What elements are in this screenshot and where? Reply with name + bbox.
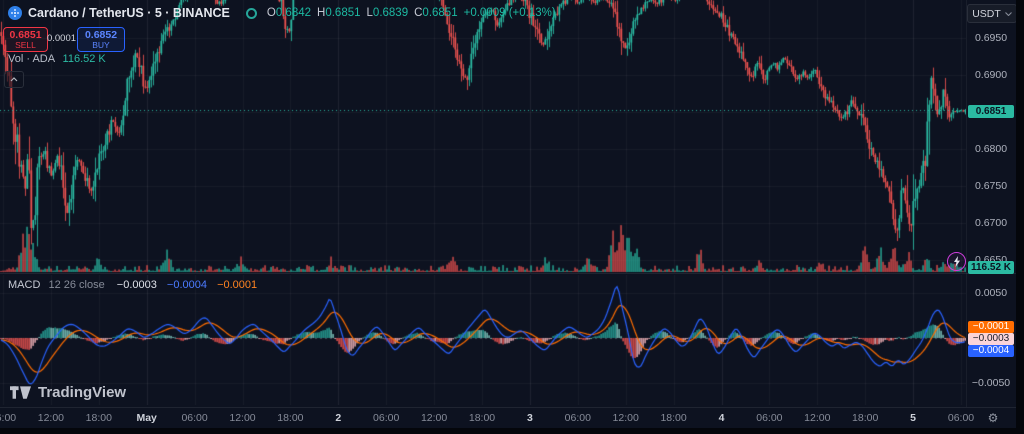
time-axis-label: 06:00: [756, 412, 783, 424]
tradingview-logo-icon: [10, 385, 31, 399]
cardano-logo-icon: [8, 6, 22, 20]
time-axis-label: 06:00: [564, 412, 591, 424]
time-axis-label: 12:00: [37, 412, 65, 424]
sell-button[interactable]: 0.6851 SELL: [3, 27, 48, 52]
time-axis-label: 2: [335, 412, 342, 424]
axis-settings-gear-icon[interactable]: ⚙: [987, 411, 999, 425]
volume-value: 116.52 K: [62, 53, 106, 65]
instant-order-bolt-icon[interactable]: [947, 252, 966, 271]
macd-line-value: −0.0004: [166, 279, 207, 291]
last-price-badge: 0.6851: [968, 105, 1014, 118]
time-axis-label: 06:00: [947, 412, 975, 424]
time-axis-label: 12:00: [420, 412, 448, 424]
macd-chart-canvas[interactable]: [0, 275, 966, 405]
chevron-down-icon: [1004, 11, 1012, 16]
symbol-legend[interactable]: Cardano / TetherUS · 5 · BINANCE O0.6842…: [8, 6, 556, 20]
time-axis-label: 3: [526, 412, 533, 424]
price-axis[interactable]: USDT 0.6950 0.6900 0.6800 0.6750 0.6700 0.665…: [966, 0, 1017, 428]
high-label: H: [317, 7, 326, 19]
time-axis-label: 4: [718, 412, 725, 424]
time-axis-label: 18:00: [468, 412, 496, 424]
price-axis-label: 0.6900: [974, 69, 1008, 81]
time-axis-label: May: [136, 412, 157, 424]
ohlc-values: O0.6842 H0.6851 L0.6839 C0.6851 +0.0009 …: [267, 7, 556, 19]
macd-params: 12 26 close: [48, 279, 105, 291]
macd-title: MACD: [8, 279, 41, 291]
macd-legend[interactable]: MACD 12 26 close −0.0003 −0.0004 −0.0001: [8, 279, 257, 291]
time-axis-label: 5: [910, 412, 917, 424]
time-axis-divider: [0, 407, 1016, 408]
time-axis-label: 12:00: [612, 412, 639, 424]
macd-axis-label: −0.0050: [971, 377, 1011, 389]
watermark-text: TradingView: [38, 384, 127, 401]
macd-signal-value: −0.0001: [217, 279, 258, 291]
tradingview-watermark: TradingView: [10, 384, 126, 401]
sell-label: SELL: [15, 39, 36, 50]
price-chart-canvas[interactable]: [0, 0, 966, 273]
price-axis-label: 0.6700: [974, 217, 1008, 229]
macd-signal-badge: −0.0001: [968, 321, 1014, 333]
time-axis-label: 18:00: [277, 412, 304, 424]
spread-value: 0.0001: [46, 33, 77, 44]
time-axis-label: 06:00: [181, 412, 208, 424]
macd-line-badge: −0.0004: [968, 345, 1014, 357]
time-axis-label: 18:00: [85, 412, 112, 424]
open-label: O: [266, 7, 276, 19]
volume-label: Vol · ADA: [8, 53, 55, 65]
volume-legend[interactable]: Vol · ADA 116.52 K: [8, 53, 106, 65]
buy-button[interactable]: 0.6852 BUY: [77, 27, 125, 52]
low-label: L: [366, 7, 373, 19]
time-axis-label: 12:00: [804, 412, 831, 424]
close-value: 0.6851: [422, 7, 458, 19]
time-axis-label: 06:00: [373, 412, 400, 424]
macd-hist-value: −0.0003: [116, 279, 157, 291]
time-axis-label: 18:00: [852, 412, 879, 424]
high-value: 0.6851: [325, 7, 361, 19]
window-edge-bottom: [0, 428, 1024, 434]
time-axis-label: 18:00: [660, 412, 687, 424]
buy-price: 0.6852: [84, 28, 118, 41]
price-axis-label: 0.6800: [974, 143, 1008, 155]
low-value: 0.6839: [372, 7, 409, 19]
window-edge-right: [1016, 0, 1024, 434]
chevron-up-icon: [10, 77, 18, 82]
change-value: +0.0009 (+0.13%): [463, 7, 556, 19]
time-axis[interactable]: 06:00 12:00 18:00 May 06:00 12:00 18:00 2 06:00 1…: [0, 408, 1016, 428]
price-axis-divider: [966, 0, 967, 407]
close-label: C: [414, 7, 423, 19]
symbol-title[interactable]: Cardano / TetherUS · 5 · BINANCE: [28, 6, 230, 20]
sell-price: 0.6851: [9, 28, 42, 41]
lightning-icon: [953, 256, 960, 267]
price-axis-label: 0.6950: [974, 32, 1008, 44]
collapse-legend-button[interactable]: [4, 71, 24, 88]
pane-divider[interactable]: [0, 273, 1016, 274]
time-axis-label: 06:00: [0, 412, 17, 424]
macd-hist-badge: −0.0003: [968, 333, 1014, 345]
volume-badge: 116.52 K: [968, 261, 1014, 274]
currency-label: USDT: [972, 7, 1001, 20]
buy-label: BUY: [92, 39, 110, 50]
open-value: 0.6842: [275, 7, 312, 19]
market-status-icon[interactable]: [245, 7, 257, 19]
time-axis-label: 12:00: [229, 412, 256, 424]
macd-axis-label: 0.0050: [974, 287, 1008, 299]
currency-selector[interactable]: USDT: [967, 4, 1017, 23]
price-axis-label: 0.6750: [974, 180, 1008, 192]
